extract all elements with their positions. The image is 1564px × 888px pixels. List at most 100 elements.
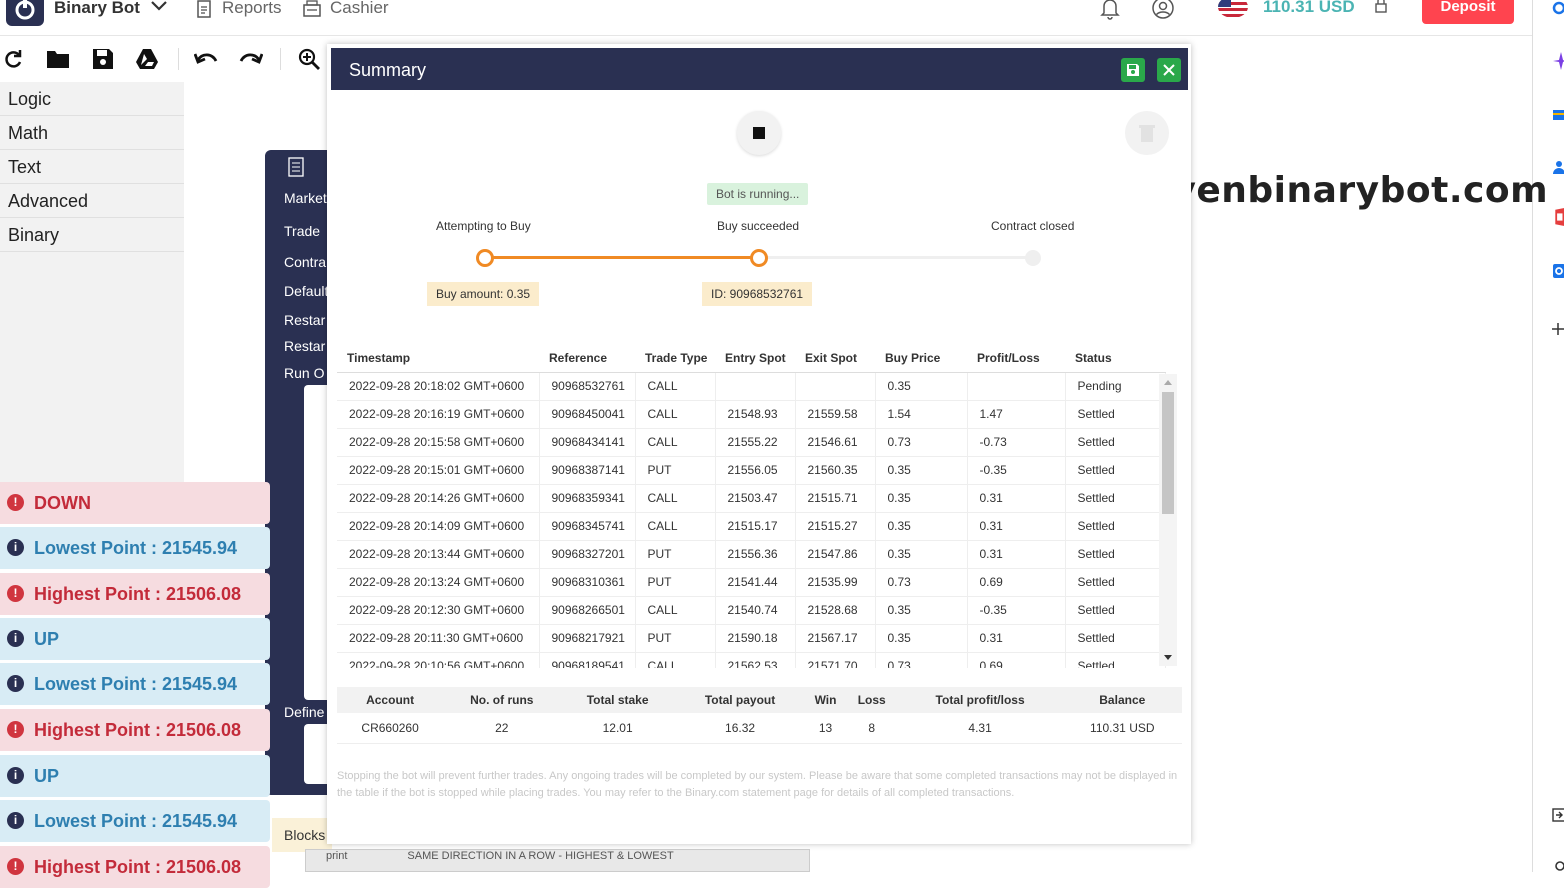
table-row[interactable]: 2022-09-28 20:15:01 GMT+0600 90968387141 P… bbox=[337, 456, 1166, 485]
cell-reference: 90968434141 bbox=[539, 428, 636, 457]
category-math[interactable]: Math bbox=[0, 116, 184, 150]
info-icon: i bbox=[7, 630, 24, 647]
zoom-in-icon[interactable] bbox=[296, 46, 322, 72]
cell-timestamp: 2022-09-28 20:11:30 GMT+0600 bbox=[337, 624, 540, 653]
category-logic[interactable]: Logic bbox=[0, 82, 184, 116]
undo-icon[interactable] bbox=[193, 46, 219, 72]
binary-bot-logo[interactable] bbox=[6, 0, 44, 26]
cell-buy-price: 0.35 bbox=[875, 540, 968, 569]
dialog-header[interactable]: Summary bbox=[331, 48, 1188, 90]
account-balance[interactable]: 110.31 USD bbox=[1263, 0, 1355, 16]
people-icon[interactable] bbox=[1551, 158, 1564, 176]
close-button[interactable] bbox=[1157, 58, 1181, 82]
scroll-up-icon[interactable] bbox=[1163, 378, 1173, 386]
error-icon: ! bbox=[7, 721, 24, 738]
category-advanced[interactable]: Advanced bbox=[0, 184, 184, 218]
sum-col-win: Win bbox=[805, 687, 846, 713]
table-row[interactable]: 2022-09-28 20:11:30 GMT+0600 90968217921 P… bbox=[337, 624, 1166, 653]
sum-col-stake: Total stake bbox=[560, 687, 675, 713]
bell-icon[interactable] bbox=[1098, 0, 1122, 20]
scroll-down-icon[interactable] bbox=[1163, 654, 1173, 662]
save-icon[interactable] bbox=[90, 46, 116, 72]
col-timestamp[interactable]: Timestamp bbox=[337, 344, 539, 373]
account-icon[interactable] bbox=[1151, 0, 1175, 20]
cell-buy-price: 0.35 bbox=[875, 512, 968, 541]
nav-cashier[interactable]: Cashier bbox=[330, 0, 389, 17]
table-row[interactable]: 2022-09-28 20:18:02 GMT+0600 90968532761 C… bbox=[337, 372, 1166, 401]
blocks-tab[interactable]: Blocks bbox=[272, 818, 332, 852]
cell-status: Settled bbox=[1065, 428, 1166, 457]
cell-profit-loss: 0.31 bbox=[967, 540, 1066, 569]
dialog-title: Summary bbox=[349, 60, 427, 80]
search-icon[interactable] bbox=[1551, 0, 1564, 18]
cell-entry-spot: 21503.47 bbox=[715, 484, 796, 513]
outlook-icon[interactable] bbox=[1551, 262, 1564, 280]
col-trade-type[interactable]: Trade Type bbox=[635, 344, 715, 373]
redo-icon[interactable] bbox=[238, 46, 264, 72]
sparkle-icon[interactable] bbox=[1551, 52, 1564, 70]
google-drive-icon[interactable] bbox=[134, 46, 160, 72]
cell-timestamp: 2022-09-28 20:15:58 GMT+0600 bbox=[337, 428, 540, 457]
col-reference[interactable]: Reference bbox=[539, 344, 635, 373]
table-row[interactable]: 2022-09-28 20:10:56 GMT+0600 90968189541 C… bbox=[337, 652, 1166, 668]
table-row[interactable]: 2022-09-28 20:13:24 GMT+0600 90968310361 P… bbox=[337, 568, 1166, 597]
app-title[interactable]: Binary Bot bbox=[54, 0, 140, 17]
transactions-table-container[interactable]: Timestamp Reference Trade Type Entry Spo… bbox=[337, 344, 1182, 668]
table-row[interactable]: 2022-09-28 20:13:44 GMT+0600 90968327201 P… bbox=[337, 540, 1166, 569]
nav-reports[interactable]: Reports bbox=[222, 0, 282, 17]
reset-icon[interactable] bbox=[0, 46, 26, 72]
cell-timestamp: 2022-09-28 20:10:56 GMT+0600 bbox=[337, 652, 540, 668]
cell-exit-spot: 21515.27 bbox=[795, 512, 876, 541]
cell-exit-spot: 21546.61 bbox=[795, 428, 876, 457]
office-icon[interactable] bbox=[1551, 208, 1564, 226]
transactions-table: Timestamp Reference Trade Type Entry Spo… bbox=[337, 344, 1166, 668]
close-icon bbox=[1163, 64, 1175, 76]
scrollbar-thumb[interactable] bbox=[1162, 392, 1174, 514]
clear-stats-button[interactable] bbox=[1125, 111, 1169, 155]
cell-status: Settled bbox=[1065, 400, 1166, 429]
sum-col-balance: Balance bbox=[1062, 687, 1182, 713]
col-buy-price[interactable]: Buy Price bbox=[875, 344, 967, 373]
table-row[interactable]: 2022-09-28 20:14:26 GMT+0600 90968359341 C… bbox=[337, 484, 1166, 513]
category-text[interactable]: Text bbox=[0, 150, 184, 184]
col-status[interactable]: Status bbox=[1065, 344, 1165, 373]
add-icon[interactable] bbox=[1551, 320, 1564, 338]
cell-trade-type: CALL bbox=[635, 512, 716, 541]
category-binary[interactable]: Binary bbox=[0, 218, 184, 252]
cell-status: Settled bbox=[1065, 624, 1166, 653]
sidebar-toggle-icon[interactable] bbox=[1551, 806, 1564, 824]
cell-entry-spot bbox=[715, 372, 796, 401]
deposit-button[interactable]: Deposit bbox=[1422, 0, 1514, 24]
download-button[interactable] bbox=[1121, 58, 1145, 82]
col-entry-spot[interactable]: Entry Spot bbox=[715, 344, 795, 373]
stop-bot-button[interactable] bbox=[737, 111, 781, 155]
block-label-define: Define bbox=[284, 704, 325, 720]
progress-track-pending bbox=[759, 256, 1033, 259]
chevron-down-icon[interactable] bbox=[150, 0, 168, 14]
col-profit-loss[interactable]: Profit/Loss bbox=[967, 344, 1065, 373]
summary-table: Account No. of runs Total stake Total pa… bbox=[337, 687, 1182, 744]
cell-status: Pending bbox=[1065, 372, 1166, 401]
notification-error: ! Highest Point : 21506.08 bbox=[0, 846, 270, 888]
trash-icon bbox=[1139, 125, 1155, 142]
cell-reference: 90968266501 bbox=[539, 596, 636, 625]
print-block[interactable]: print SAME DIRECTION IN A ROW - HIGHEST &… bbox=[305, 849, 810, 872]
cell-exit-spot: 21535.99 bbox=[795, 568, 876, 597]
table-scrollbar[interactable] bbox=[1159, 374, 1177, 666]
error-icon: ! bbox=[7, 585, 24, 602]
settings-icon[interactable] bbox=[1551, 856, 1564, 874]
sum-stake: 12.01 bbox=[560, 713, 675, 744]
stop-icon bbox=[753, 127, 765, 139]
table-row[interactable]: 2022-09-28 20:14:09 GMT+0600 90968345741 C… bbox=[337, 512, 1166, 541]
folder-icon[interactable] bbox=[45, 46, 71, 72]
table-row[interactable]: 2022-09-28 20:12:30 GMT+0600 90968266501 C… bbox=[337, 596, 1166, 625]
cell-exit-spot: 21528.68 bbox=[795, 596, 876, 625]
cell-trade-type: PUT bbox=[635, 624, 716, 653]
wallet-icon[interactable] bbox=[1551, 106, 1564, 124]
table-row[interactable]: 2022-09-28 20:16:19 GMT+0600 90968450041 C… bbox=[337, 400, 1166, 429]
table-row[interactable]: 2022-09-28 20:15:58 GMT+0600 90968434141 C… bbox=[337, 428, 1166, 457]
us-flag-icon[interactable] bbox=[1218, 0, 1248, 18]
cell-profit-loss: -0.35 bbox=[967, 456, 1066, 485]
cell-profit-loss: 0.69 bbox=[967, 652, 1066, 668]
col-exit-spot[interactable]: Exit Spot bbox=[795, 344, 875, 373]
